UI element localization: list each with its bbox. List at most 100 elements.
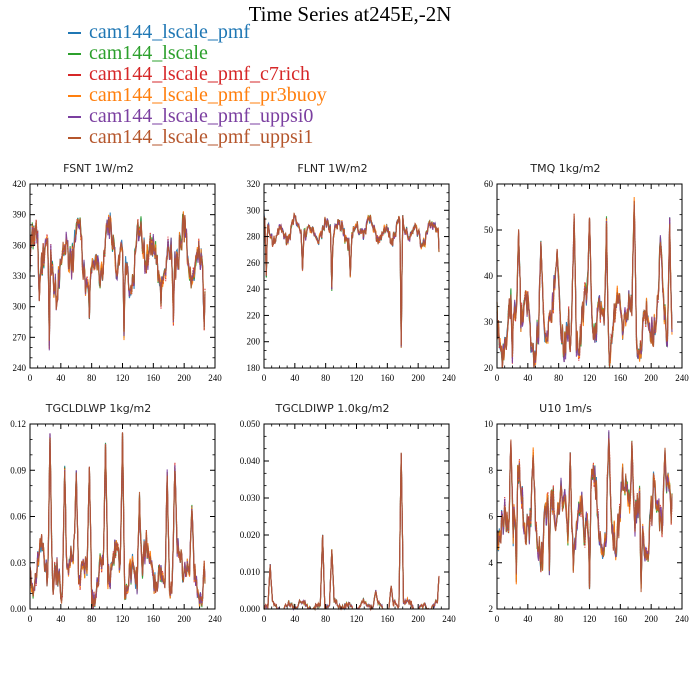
series-line bbox=[263, 453, 440, 611]
legend-swatch bbox=[68, 136, 81, 139]
legend-swatch bbox=[68, 115, 81, 118]
panel-title: TGCLDIWP 1.0kg/m2 bbox=[274, 402, 389, 415]
series-line bbox=[29, 432, 206, 608]
y-tick-label: 30 bbox=[484, 317, 494, 327]
y-tick-label: 0.010 bbox=[240, 567, 261, 577]
series-line bbox=[263, 453, 440, 611]
legend-swatch bbox=[68, 52, 81, 55]
panel-title: FSNT 1W/m2 bbox=[63, 162, 134, 175]
legend-label: cam144_lscale_pmf_uppsi1 bbox=[89, 126, 314, 148]
x-tick-label: 240 bbox=[675, 614, 689, 624]
x-tick-label: 200 bbox=[644, 373, 658, 383]
chart-panel: FLNT 1W/m2 0 40 80 120 160 200 240 180 200 220 240 2… bbox=[247, 162, 457, 383]
x-tick-label: 120 bbox=[583, 373, 597, 383]
y-tick-label: 0.00 bbox=[10, 604, 26, 614]
panel-title: FLNT 1W/m2 bbox=[297, 162, 367, 175]
y-tick-label: 0.030 bbox=[240, 493, 261, 503]
x-tick-label: 200 bbox=[411, 373, 425, 383]
legend-item: cam144_lscale_pmf_uppsi1 bbox=[68, 127, 327, 148]
x-tick-label: 0 bbox=[28, 373, 33, 383]
y-tick-label: 0.050 bbox=[240, 419, 261, 429]
x-tick-label: 160 bbox=[381, 614, 395, 624]
x-tick-label: 160 bbox=[614, 373, 628, 383]
x-tick-label: 80 bbox=[554, 373, 564, 383]
legend-label: cam144_lscale_pmf_pr3buoy bbox=[89, 84, 327, 106]
x-tick-label: 80 bbox=[554, 614, 564, 624]
y-tick-label: 200 bbox=[247, 337, 261, 347]
legend-item: cam144_lscale_pmf_uppsi0 bbox=[68, 106, 327, 127]
plot-frame bbox=[263, 183, 450, 369]
y-tick-label: 420 bbox=[13, 179, 27, 189]
y-tick-label: 280 bbox=[247, 232, 261, 242]
series-line bbox=[29, 214, 206, 341]
plot-frame bbox=[263, 423, 450, 610]
series-line bbox=[29, 215, 206, 348]
x-tick-label: 40 bbox=[290, 373, 300, 383]
y-tick-label: 0.020 bbox=[240, 530, 261, 540]
x-tick-label: 120 bbox=[116, 614, 130, 624]
y-tick-label: 360 bbox=[13, 240, 27, 250]
legend-swatch bbox=[68, 31, 81, 34]
x-tick-label: 200 bbox=[177, 373, 191, 383]
x-tick-label: 0 bbox=[262, 614, 267, 624]
legend-item: cam144_lscale_pmf_c7rich bbox=[68, 64, 327, 85]
chart-panel: TGCLDIWP 1.0kg/m2 0 40 80 120 160 200 240 0.000 0… bbox=[240, 402, 457, 624]
y-tick-label: 6 bbox=[489, 512, 494, 522]
panel-title: TGCLDLWP 1kg/m2 bbox=[45, 402, 151, 415]
x-tick-label: 120 bbox=[350, 614, 364, 624]
x-tick-label: 200 bbox=[644, 614, 658, 624]
x-tick-label: 240 bbox=[442, 614, 456, 624]
y-tick-label: 390 bbox=[13, 210, 27, 220]
y-tick-label: 0.040 bbox=[240, 456, 261, 466]
x-tick-label: 80 bbox=[321, 614, 331, 624]
plot-frame bbox=[496, 183, 683, 369]
legend-item: cam144_lscale bbox=[68, 43, 327, 64]
y-tick-label: 0.03 bbox=[10, 558, 26, 568]
x-tick-label: 160 bbox=[147, 373, 161, 383]
y-tick-label: 240 bbox=[247, 284, 261, 294]
series-line bbox=[263, 212, 440, 346]
y-tick-label: 2 bbox=[489, 604, 494, 614]
x-tick-label: 200 bbox=[411, 614, 425, 624]
y-tick-label: 10 bbox=[484, 419, 494, 429]
chart-panel: U10 1m/s 0 40 80 120 160 200 240 2 4 6 8 10 bbox=[484, 402, 689, 624]
series-line bbox=[263, 453, 440, 611]
series-line bbox=[496, 438, 673, 593]
y-tick-label: 40 bbox=[484, 271, 494, 281]
series-line bbox=[263, 453, 440, 612]
x-tick-label: 120 bbox=[583, 614, 597, 624]
y-tick-label: 240 bbox=[13, 363, 27, 373]
x-tick-label: 80 bbox=[87, 373, 97, 383]
x-tick-label: 200 bbox=[177, 614, 191, 624]
x-tick-label: 40 bbox=[523, 614, 533, 624]
y-tick-label: 320 bbox=[247, 179, 261, 189]
y-tick-label: 260 bbox=[247, 258, 261, 268]
x-tick-label: 80 bbox=[87, 614, 97, 624]
legend: cam144_lscale_pmf cam144_lscale cam144_lsc… bbox=[68, 22, 327, 148]
panel-title: U10 1m/s bbox=[539, 402, 592, 415]
x-tick-label: 0 bbox=[262, 373, 267, 383]
y-tick-label: 180 bbox=[247, 363, 261, 373]
y-tick-label: 50 bbox=[484, 225, 494, 235]
y-tick-label: 270 bbox=[13, 332, 27, 342]
chart-panel: FSNT 1W/m2 0 40 80 120 160 200 240 240 270 300 330 3… bbox=[13, 162, 223, 383]
series-line bbox=[29, 215, 206, 351]
y-tick-label: 0.09 bbox=[10, 465, 26, 475]
legend-swatch bbox=[68, 94, 81, 97]
x-tick-label: 120 bbox=[116, 373, 130, 383]
series-line bbox=[263, 454, 440, 611]
x-tick-label: 160 bbox=[614, 614, 628, 624]
x-tick-label: 0 bbox=[495, 614, 500, 624]
panel-title: TMQ 1kg/m2 bbox=[529, 162, 600, 175]
legend-label: cam144_lscale_pmf_c7rich bbox=[89, 63, 311, 85]
x-tick-label: 240 bbox=[208, 614, 222, 624]
legend-item: cam144_lscale_pmf_pr3buoy bbox=[68, 85, 327, 106]
series-line bbox=[263, 452, 440, 612]
chart-panel: TMQ 1kg/m2 0 40 80 120 160 200 240 20 30 40 50 60 bbox=[484, 162, 689, 383]
x-tick-label: 40 bbox=[290, 614, 300, 624]
x-tick-label: 40 bbox=[523, 373, 533, 383]
x-tick-label: 120 bbox=[350, 373, 364, 383]
y-tick-label: 300 bbox=[13, 302, 27, 312]
